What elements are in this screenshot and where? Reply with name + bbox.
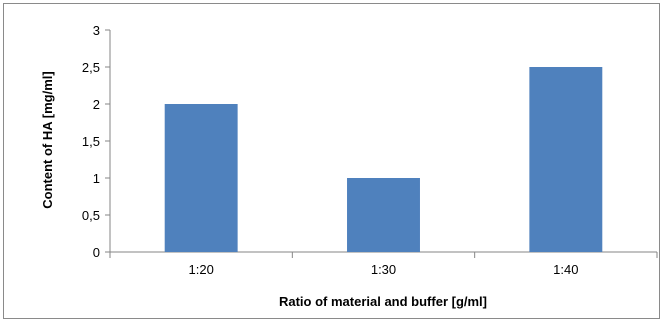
x-axis-title: Ratio of material and buffer [g/ml] xyxy=(279,294,487,309)
x-axis: 1:20 1:30 1:40 xyxy=(109,251,658,277)
bar xyxy=(529,67,603,252)
bar xyxy=(164,104,238,252)
y-tick-label: 1 xyxy=(93,171,100,186)
bar xyxy=(347,178,420,252)
x-tick-label: 1:30 xyxy=(371,262,396,277)
x-tick-label: 1:40 xyxy=(553,262,578,277)
y-tick-label: 3 xyxy=(93,23,100,38)
y-axis-title: Content of HA [mg/ml] xyxy=(40,71,55,208)
y-axis: 0 0,5 1 1,5 2 2,5 3 xyxy=(82,23,111,260)
y-tick-label: 2,5 xyxy=(82,60,100,75)
y-tick-label: 0 xyxy=(93,245,100,260)
x-tick-label: 1:20 xyxy=(189,262,214,277)
y-tick-label: 2 xyxy=(93,97,100,112)
y-tick-label: 0,5 xyxy=(82,208,100,223)
bars xyxy=(164,67,603,252)
y-tick-label: 1,5 xyxy=(82,134,100,149)
